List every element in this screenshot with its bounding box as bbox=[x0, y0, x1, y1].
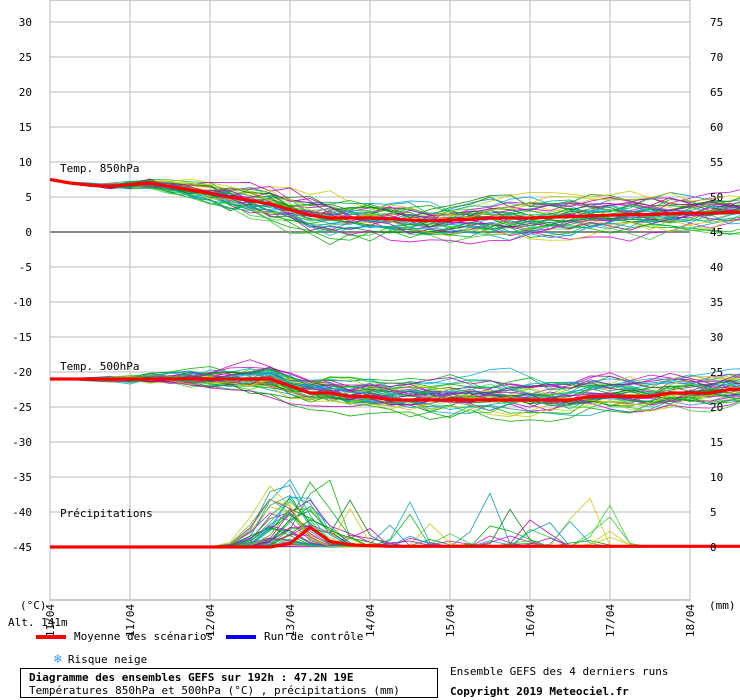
mean-line-precip bbox=[50, 525, 740, 549]
ensemble-chart: 302520151050-5-10-15-20-25-30-35-40-4575… bbox=[8, 0, 740, 637]
x-tick-label: 12/04 bbox=[204, 604, 217, 637]
member-line-t850 bbox=[49, 179, 740, 231]
right-tick-label: 35 bbox=[710, 296, 723, 309]
member-line-precip bbox=[50, 500, 740, 548]
right-tick-label: 65 bbox=[710, 86, 723, 99]
member-line-precip bbox=[50, 495, 740, 548]
ensemble-note: Ensemble GEFS des 4 derniers runs bbox=[450, 665, 669, 678]
left-tick-label: 15 bbox=[19, 121, 32, 134]
left-tick-label: -25 bbox=[12, 401, 32, 414]
section-label-t850: Temp. 850hPa bbox=[60, 162, 139, 175]
left-tick-label: -35 bbox=[12, 471, 32, 484]
member-line-t850 bbox=[49, 179, 740, 234]
x-tick-label: 18/04 bbox=[684, 604, 697, 637]
mean-line-t500 bbox=[50, 377, 740, 402]
x-tick-label: 16/04 bbox=[524, 604, 537, 637]
copyright: Copyright 2019 Meteociel.fr bbox=[450, 685, 629, 698]
member-line-precip bbox=[50, 497, 740, 548]
member-line-precip bbox=[50, 481, 740, 548]
legend-control-swatch bbox=[226, 635, 256, 639]
member-line-precip bbox=[50, 507, 740, 548]
member-line-t850 bbox=[49, 179, 740, 235]
member-line-precip bbox=[50, 485, 740, 548]
x-tick-label: 14/04 bbox=[364, 604, 377, 637]
member-line-t850 bbox=[49, 179, 740, 239]
member-line-precip bbox=[50, 499, 740, 548]
legend-control-label: Run de contrôle bbox=[264, 630, 364, 643]
right-tick-label: 30 bbox=[710, 331, 723, 344]
member-line-precip bbox=[50, 498, 740, 548]
legend-mean-swatch bbox=[36, 635, 66, 639]
left-unit-label: (°C) bbox=[20, 599, 47, 612]
member-line-precip bbox=[50, 479, 740, 548]
right-tick-label: 40 bbox=[710, 261, 723, 274]
member-line-precip bbox=[50, 499, 740, 548]
x-tick-label: 15/04 bbox=[444, 604, 457, 637]
right-tick-label: 0 bbox=[710, 541, 717, 554]
right-tick-label: 10 bbox=[710, 471, 723, 484]
mean-line-t850 bbox=[49, 177, 740, 223]
left-tick-label: 5 bbox=[25, 191, 32, 204]
left-tick-label: 0 bbox=[25, 226, 32, 239]
left-tick-label: 30 bbox=[19, 16, 32, 29]
left-tick-label: -30 bbox=[12, 436, 32, 449]
member-line-precip bbox=[50, 494, 740, 548]
legend-snow: ❄ Risque neige bbox=[54, 652, 147, 667]
legend-snow-label: Risque neige bbox=[67, 653, 148, 666]
right-tick-label: 45 bbox=[710, 226, 723, 239]
left-tick-label: -40 bbox=[12, 506, 32, 519]
x-tick-label: 13/04 bbox=[284, 604, 297, 637]
altitude-label: Alt. 141m bbox=[8, 616, 68, 629]
left-tick-label: -5 bbox=[19, 261, 32, 274]
member-line-precip bbox=[50, 510, 740, 548]
x-tick-label: 11/04 bbox=[44, 604, 57, 637]
left-tick-label: 10 bbox=[19, 156, 32, 169]
legend-mean: Moyenne des scénarios bbox=[36, 630, 213, 643]
member-line-precip bbox=[50, 478, 740, 548]
member-line-precip bbox=[50, 498, 740, 548]
right-tick-label: 55 bbox=[710, 156, 723, 169]
left-tick-label: 20 bbox=[19, 86, 32, 99]
right-tick-label: 75 bbox=[710, 16, 723, 29]
member-line-precip bbox=[50, 498, 740, 548]
right-tick-label: 25 bbox=[710, 366, 723, 379]
ensemble-members bbox=[49, 178, 740, 548]
right-tick-label: 5 bbox=[710, 506, 717, 519]
left-tick-label: 25 bbox=[19, 51, 32, 64]
section-label-precip: Précipitations bbox=[60, 507, 153, 520]
member-line-precip bbox=[50, 506, 740, 548]
left-tick-label: -10 bbox=[12, 296, 32, 309]
grid-lines bbox=[49, 0, 691, 601]
member-line-precip bbox=[50, 508, 740, 548]
legend-mean-label: Moyenne des scénarios bbox=[74, 630, 214, 643]
right-tick-label: 60 bbox=[710, 121, 723, 134]
mean-lines bbox=[49, 177, 740, 549]
member-line-precip bbox=[50, 508, 740, 548]
right-tick-label: 15 bbox=[710, 436, 723, 449]
chart-title: Diagramme des ensembles GEFS sur 192h : … bbox=[29, 671, 354, 684]
member-line-precip bbox=[50, 500, 740, 548]
chart-subtitle: Températures 850hPa et 500hPa (°C) , pré… bbox=[29, 684, 400, 697]
member-line-t500 bbox=[49, 374, 740, 414]
snowflake-icon: ❄ bbox=[54, 652, 62, 667]
left-tick-label: -45 bbox=[12, 541, 32, 554]
right-tick-label: 50 bbox=[710, 191, 723, 204]
section-label-t500: Temp. 500hPa bbox=[60, 360, 139, 373]
left-tick-label: -15 bbox=[12, 331, 32, 344]
member-line-precip bbox=[50, 484, 740, 548]
axes: 302520151050-5-10-15-20-25-30-35-40-4575… bbox=[8, 16, 736, 637]
right-tick-label: 70 bbox=[710, 51, 723, 64]
left-tick-label: -20 bbox=[12, 366, 32, 379]
legend-control: Run de contrôle bbox=[226, 630, 363, 643]
title-box: Diagramme des ensembles GEFS sur 192h : … bbox=[20, 668, 438, 698]
x-tick-label: 17/04 bbox=[604, 604, 617, 637]
right-tick-label: 20 bbox=[710, 401, 723, 414]
right-unit-label: (mm) bbox=[709, 599, 736, 612]
member-line-precip bbox=[50, 496, 740, 548]
member-line-precip bbox=[50, 499, 740, 548]
x-tick-label: 11/04 bbox=[124, 604, 137, 637]
member-line-precip bbox=[50, 508, 740, 548]
